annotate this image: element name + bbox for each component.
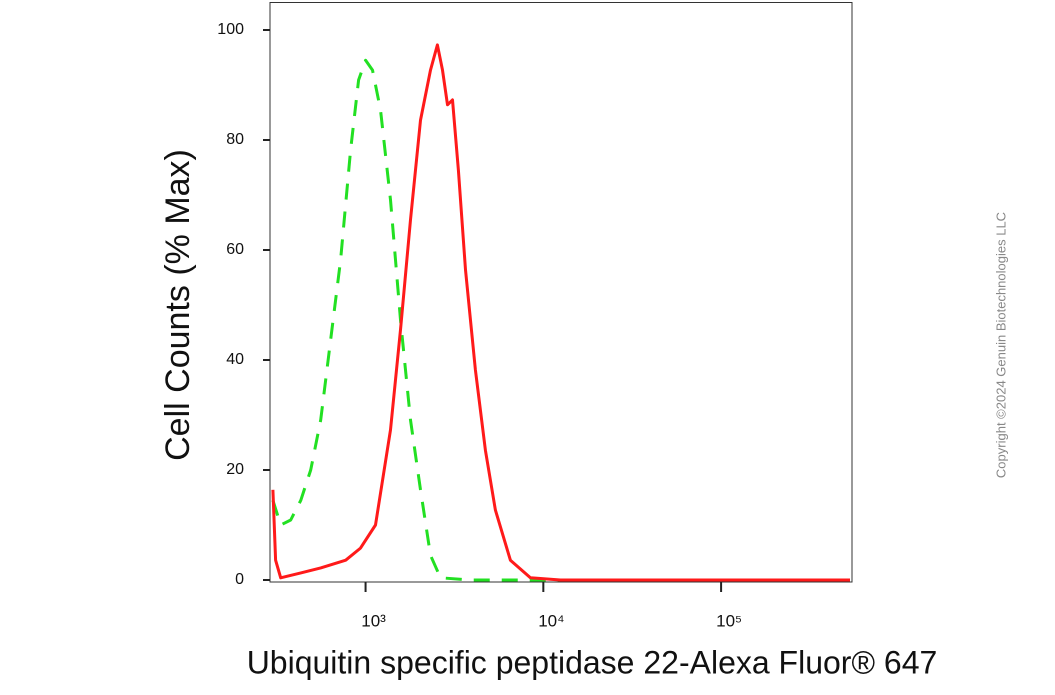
copyright: Copyright ©2024 Genuin Biotechnologies L… [993,212,1008,478]
y-tick-label: 80 [226,131,244,148]
y-tick-label: 40 [226,351,244,368]
x-axis-label: Ubiquitin specific peptidase 22-Alexa Fl… [247,644,938,680]
x-tick-label: 10⁵ [716,611,742,630]
histogram-line [271,43,850,582]
histogram-line [271,58,850,582]
plot-frame [269,2,853,583]
y-tick-label: 20 [226,461,244,478]
y-axis-label: Cell Counts (% Max) [159,149,197,461]
y-tick-label: 0 [235,571,244,588]
x-tick-label: 10⁴ [538,611,564,630]
x-tick-label: 10³ [361,611,386,630]
y-tick-label: 100 [217,21,244,38]
y-tick-label: 60 [226,241,244,258]
